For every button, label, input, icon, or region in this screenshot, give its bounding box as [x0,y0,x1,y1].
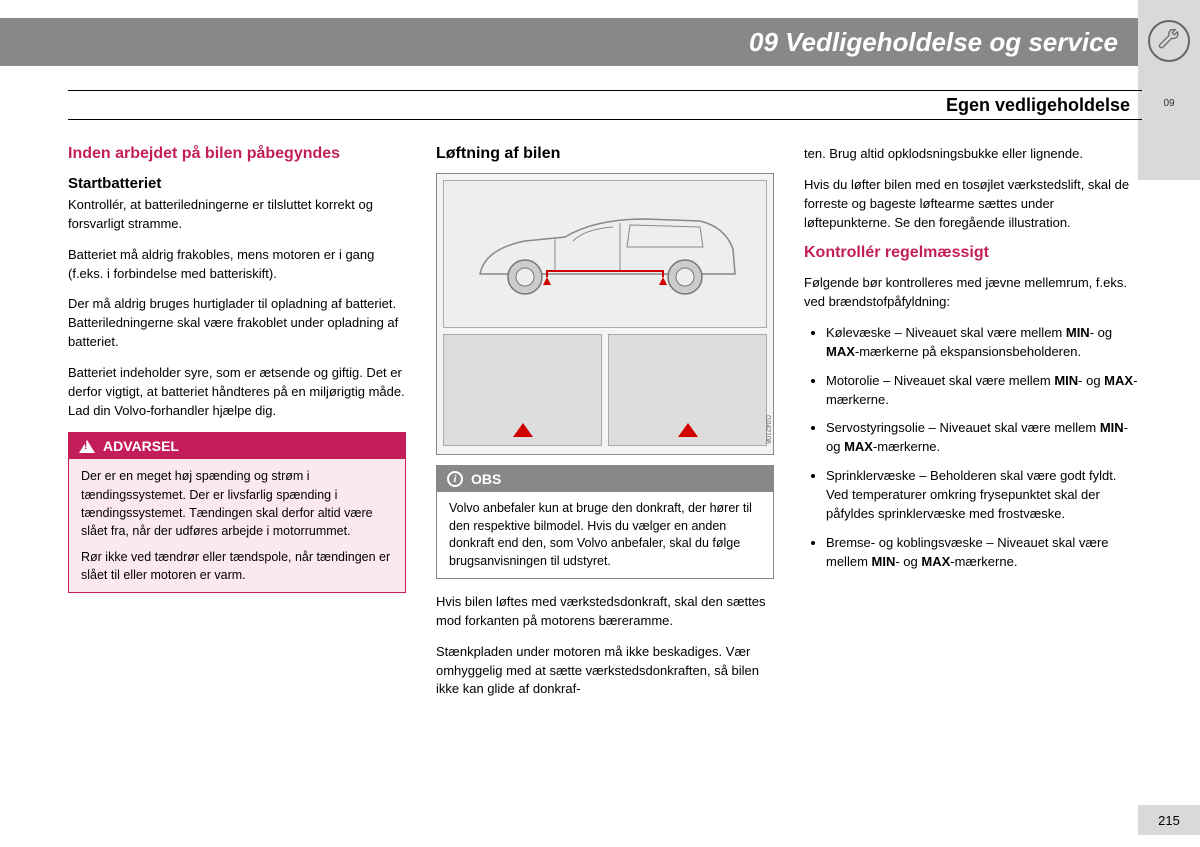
chapter-title: 09 Vedligeholdelse og service [749,27,1118,58]
obs-box: i OBS Volvo anbefaler kun at bruge den d… [436,465,774,579]
warning-icon [79,440,95,453]
image-code: G042108 [764,415,771,444]
warning-p2: Rør ikke ved tændrør eller tændspole, nå… [81,548,393,584]
col3-title: Kontrollér regelmæssigt [804,244,1142,262]
col1-title: Inden arbejdet på bilen påbegyndes [68,145,406,163]
list-item: Motorolie – Niveauet skal være mellem MI… [826,372,1142,410]
page-number: 215 [1138,805,1200,835]
side-tab: 09 [1138,0,1200,180]
detail-left [443,334,602,446]
col2-p2: Stænkpladen under motoren må ikke beskad… [436,643,774,700]
col2-title: Løftning af bilen [436,145,774,163]
col3-intro: Følgende bør kontrolleres med jævne mell… [804,274,1142,312]
section-header: Egen vedligeholdelse [68,90,1142,120]
warning-label: ADVARSEL [103,438,179,454]
col3-p1: ten. Brug altid opklodsningsbukke eller … [804,145,1142,164]
col1-p1: Kontrollér, at batteriledningerne er til… [68,196,406,234]
col1-p2: Batteriet må aldrig frakobles, mens moto… [68,246,406,284]
car-illustration [443,180,767,328]
obs-header: i OBS [437,466,773,492]
obs-body: Volvo anbefaler kun at bruge den donkraf… [437,492,773,578]
warning-body: Der er en meget høj spænding og strøm i … [69,459,405,592]
list-item: Bremse- og koblingsvæske – Niveauet skal… [826,534,1142,572]
list-item: Kølevæske – Niveauet skal være mellem MI… [826,324,1142,362]
list-item: Sprinklervæske – Beholderen skal være go… [826,467,1142,524]
col2-p1: Hvis bilen løftes med værkstedsdonkraft,… [436,593,774,631]
col1-p4: Batteriet indeholder syre, som er ætsend… [68,364,406,421]
wrench-icon [1148,20,1190,62]
list-item: Servostyringsolie – Niveauet skal være m… [826,419,1142,457]
check-list: Kølevæske – Niveauet skal være mellem MI… [804,324,1142,571]
section-title: Egen vedligeholdelse [946,95,1130,116]
obs-label: OBS [471,471,501,487]
col1-p3: Der må aldrig bruges hurtiglader til opl… [68,295,406,352]
column-1: Inden arbejdet på bilen påbegyndes Start… [68,145,406,699]
lifting-figure: G042108 [436,173,774,455]
warning-box: ADVARSEL Der er en meget høj spænding og… [68,432,406,593]
info-icon: i [447,471,463,487]
column-2: Løftning af bilen [436,145,774,699]
tab-number: 09 [1163,98,1174,109]
arrow-icon [513,423,533,437]
content-area: Inden arbejdet på bilen påbegyndes Start… [68,145,1142,699]
warning-header: ADVARSEL [69,433,405,459]
arrow-icon [678,423,698,437]
column-3: ten. Brug altid opklodsningsbukke eller … [804,145,1142,699]
col1-sub: Startbatteriet [68,175,406,192]
warning-p1: Der er en meget høj spænding og strøm i … [81,467,393,540]
chapter-header: 09 Vedligeholdelse og service [0,18,1138,66]
col3-p2: Hvis du løfter bilen med en tosøjlet vær… [804,176,1142,233]
detail-row [443,334,767,446]
detail-right [608,334,767,446]
